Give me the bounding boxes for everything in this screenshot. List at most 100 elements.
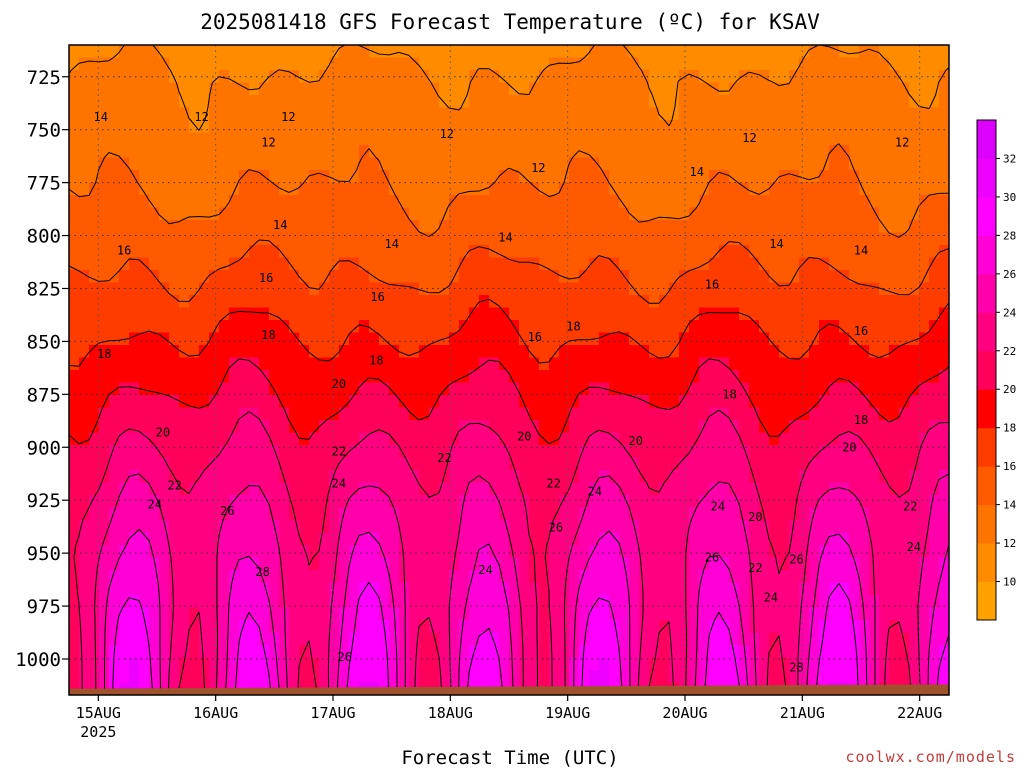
- credit-text: coolwx.com/models: [845, 748, 1016, 766]
- x-axis-label: Forecast Time (UTC): [401, 747, 618, 768]
- contour-label: 20: [628, 434, 642, 448]
- contour-lines: [69, 45, 949, 695]
- colorbar-tick-label: 32: [1003, 152, 1016, 165]
- y-tick-label: 825: [27, 278, 61, 300]
- colorbar-tick-label: 14: [1003, 499, 1017, 512]
- contour-label: 12: [742, 131, 756, 145]
- colorbar-tick-label: 12: [1003, 537, 1016, 550]
- contour-label: 14: [854, 243, 868, 257]
- contour-line-26: [103, 528, 949, 695]
- y-tick-label: 775: [27, 173, 61, 195]
- y-tick-label: 925: [27, 490, 61, 512]
- contour-label: 18: [854, 413, 868, 427]
- x-tick-sublabel: 2025: [80, 723, 116, 741]
- contour-label: 18: [97, 347, 111, 361]
- colorbar-swatch: [977, 350, 996, 390]
- contour-label: 16: [117, 243, 131, 257]
- colorbar: 10 12 14 16 18 20 22 24 26 28 30 32: [976, 119, 1017, 621]
- y-tick-label: 1000: [15, 649, 61, 671]
- contour-label: 14: [384, 237, 398, 251]
- contour-label: 22: [748, 561, 762, 575]
- colorbar-swatch: [977, 504, 996, 544]
- colorbar-swatch: [977, 466, 996, 506]
- colorbar-swatch: [977, 120, 996, 159]
- contour-label: 12: [194, 110, 208, 124]
- x-tick-label: 17AUG: [310, 704, 355, 722]
- contour-label: 20: [156, 426, 170, 440]
- contour-label: 26: [220, 504, 234, 518]
- colorbar-tick-label: 26: [1003, 268, 1016, 281]
- contour-label: 22: [903, 500, 917, 514]
- contour-label: 28: [255, 565, 269, 579]
- ground-surface: [69, 684, 949, 695]
- contour-label: 22: [332, 445, 346, 459]
- contour-label: 12: [531, 161, 545, 175]
- y-tick-label: 725: [27, 67, 61, 89]
- colorbar-swatch: [977, 235, 996, 275]
- colorbar-swatch: [977, 312, 996, 352]
- contour-label: 28: [789, 661, 803, 675]
- contour-label: 12: [440, 127, 454, 141]
- colorbar-swatch: [977, 543, 996, 583]
- contour-label: 14: [273, 218, 287, 232]
- contour-label: 16: [259, 271, 273, 285]
- colorbar-tick-label: 20: [1003, 383, 1016, 396]
- temperature-fill: [69, 45, 949, 695]
- colorbar-swatch: [977, 581, 996, 621]
- y-tick-label: 800: [27, 226, 61, 248]
- contour-line-12: [69, 45, 949, 131]
- contour-label: 24: [587, 485, 601, 499]
- contour-label: 20: [842, 440, 856, 454]
- y-tick-label: 750: [27, 120, 61, 142]
- contour-label: 26: [549, 521, 563, 535]
- chart-title: 2025081418 GFS Forecast Temperature (ºC)…: [200, 10, 820, 34]
- contour-label: 20: [748, 510, 762, 524]
- colorbar-tick-label: 24: [1003, 306, 1017, 319]
- colorbar-frame: [976, 119, 997, 621]
- contour-label: 16: [370, 290, 384, 304]
- contour-label: 26: [337, 650, 351, 664]
- contour-label: 12: [281, 110, 295, 124]
- colorbar-swatch: [977, 158, 996, 198]
- colorbar-tick-label: 28: [1003, 229, 1016, 242]
- contour-label: 22: [546, 476, 560, 490]
- plot-frame: [68, 44, 950, 696]
- contour-label: 26: [789, 553, 803, 567]
- contour-line-18: [69, 298, 949, 367]
- y-axis: 725 750 775 800 825 850 875 900 925 950 975 1000: [15, 67, 69, 671]
- contour-label: 14: [498, 231, 512, 245]
- contour-line-20: [69, 358, 949, 445]
- contour-label: 24: [907, 540, 921, 554]
- contour-line-24: [94, 473, 949, 695]
- contour-label: 24: [763, 591, 777, 605]
- contour-label: 18: [261, 328, 275, 342]
- contour-label: 16: [705, 277, 719, 291]
- x-tick-label: 18AUG: [428, 704, 473, 722]
- colorbar-tick-label: 16: [1003, 460, 1016, 473]
- contour-label: 16: [528, 330, 542, 344]
- contour-label: 24: [711, 500, 725, 514]
- contour-label: 14: [93, 110, 107, 124]
- colorbar-tick-label: 22: [1003, 345, 1016, 358]
- y-tick-label: 950: [27, 543, 61, 565]
- colorbar-swatch: [977, 273, 996, 313]
- x-tick-label: 20AUG: [662, 704, 707, 722]
- contour-label: 14: [769, 237, 783, 251]
- y-tick-label: 975: [27, 596, 61, 618]
- contour-label: 20: [332, 377, 346, 391]
- contour-line-14: [69, 143, 949, 238]
- x-tick-label: 15AUG: [76, 704, 121, 722]
- colorbar-swatch: [977, 389, 996, 429]
- colorbar-tick-label: 18: [1003, 422, 1016, 435]
- contour-label: 24: [478, 563, 492, 577]
- y-tick-label: 875: [27, 384, 61, 406]
- colorbar-tick-label: 30: [1003, 191, 1016, 204]
- colorbar-swatch: [977, 427, 996, 467]
- x-tick-label: 16AUG: [193, 704, 238, 722]
- contour-label: 12: [895, 135, 909, 149]
- contour-label: 22: [167, 478, 181, 492]
- x-tick-label: 21AUG: [780, 704, 825, 722]
- contour-label: 18: [722, 387, 736, 401]
- contour-label: 14: [689, 165, 703, 179]
